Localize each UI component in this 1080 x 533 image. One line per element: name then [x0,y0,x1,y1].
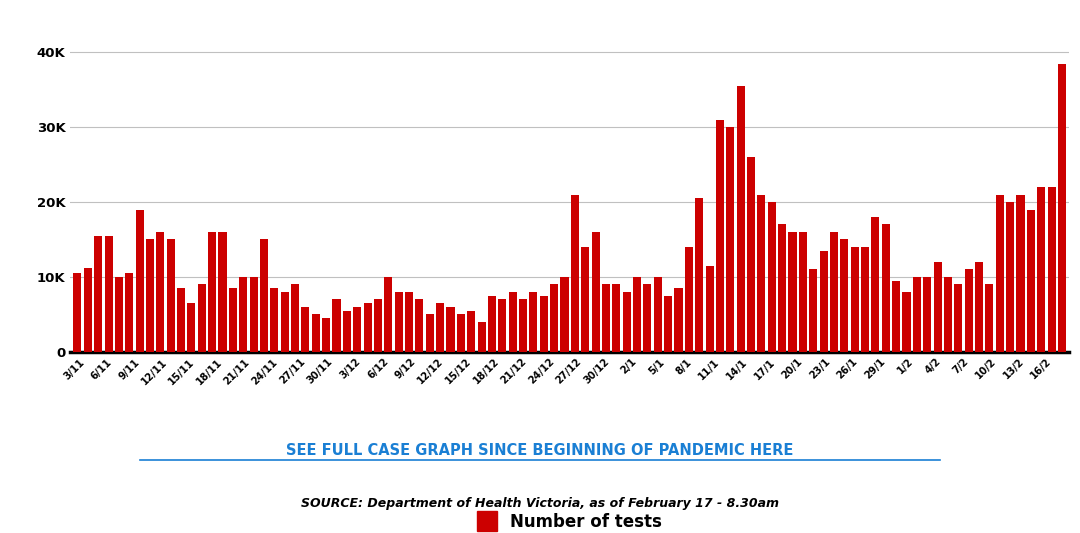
Bar [820,251,827,352]
Bar [892,281,900,352]
Bar [964,269,973,352]
Bar [768,202,775,352]
Bar [301,307,310,352]
Bar [840,239,849,352]
Bar [923,277,931,352]
Bar [342,311,351,352]
Bar [829,232,838,352]
Text: SOURCE: Department of Health Victoria, as of February 17 - 8.30am: SOURCE: Department of Health Victoria, a… [301,497,779,510]
Bar [799,232,807,352]
Bar [94,236,103,352]
Bar [757,195,766,352]
Text: SEE FULL CASE GRAPH SINCE BEGINNING OF PANDEMIC HERE: SEE FULL CASE GRAPH SINCE BEGINNING OF P… [286,443,794,458]
Bar [198,285,206,352]
Bar [416,300,423,352]
Bar [374,300,382,352]
Bar [188,303,195,352]
Bar [778,224,786,352]
Bar [364,303,372,352]
Bar [872,217,879,352]
Bar [612,285,620,352]
Bar [933,262,942,352]
Bar [664,296,672,352]
Bar [1027,209,1035,352]
Bar [405,292,414,352]
Bar [281,292,288,352]
Bar [384,277,392,352]
Bar [633,277,642,352]
Bar [1058,63,1066,352]
Bar [312,314,320,352]
Bar [114,277,123,352]
Bar [249,277,258,352]
Bar [881,224,890,352]
Bar [529,292,538,352]
Bar [157,232,164,352]
Bar [394,292,403,352]
Bar [498,300,507,352]
Bar [322,318,330,352]
Legend: Number of tests: Number of tests [477,511,662,531]
Bar [623,292,631,352]
Bar [84,268,92,352]
Bar [73,273,81,352]
Bar [353,307,362,352]
Bar [218,232,227,352]
Bar [105,236,112,352]
Bar [291,285,299,352]
Bar [861,247,869,352]
Bar [726,127,734,352]
Bar [716,120,724,352]
Bar [1016,195,1025,352]
Bar [146,239,154,352]
Bar [457,314,464,352]
Bar [540,296,548,352]
Bar [125,273,133,352]
Bar [913,277,921,352]
Bar [675,288,683,352]
Bar [1007,202,1014,352]
Bar [561,277,568,352]
Bar [955,285,962,352]
Bar [653,277,662,352]
Bar [644,285,651,352]
Bar [809,269,818,352]
Bar [737,86,745,352]
Bar [333,300,340,352]
Bar [177,288,185,352]
Bar [705,265,714,352]
Bar [519,300,527,352]
Bar [903,292,910,352]
Bar [166,239,175,352]
Bar [436,303,444,352]
Bar [208,232,216,352]
Bar [477,322,486,352]
Bar [270,288,279,352]
Bar [975,262,983,352]
Bar [468,311,475,352]
Bar [996,195,1003,352]
Bar [1048,187,1055,352]
Bar [571,195,579,352]
Bar [944,277,951,352]
Bar [851,247,859,352]
Bar [747,157,755,352]
Bar [602,285,610,352]
Bar [136,209,144,352]
Bar [985,285,994,352]
Bar [446,307,455,352]
Bar [260,239,268,352]
Bar [696,198,703,352]
Bar [240,277,247,352]
Bar [685,247,693,352]
Bar [1037,187,1045,352]
Bar [788,232,797,352]
Bar [581,247,590,352]
Bar [550,285,558,352]
Bar [229,288,237,352]
Bar [488,296,496,352]
Bar [426,314,434,352]
Bar [592,232,599,352]
Bar [509,292,516,352]
